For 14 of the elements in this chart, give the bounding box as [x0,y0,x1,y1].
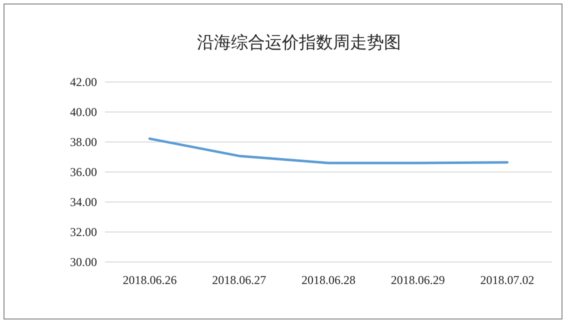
x-tick-label: 2018.06.29 [390,273,445,287]
y-tick-label: 32.00 [70,225,97,239]
line-series [148,137,509,164]
y-tick-label: 42.00 [70,75,97,89]
x-tick-label: 2018.06.26 [122,273,177,287]
y-tick-label: 36.00 [70,165,97,179]
y-tick-label: 34.00 [70,195,97,209]
x-tick-label: 2018.06.28 [302,273,356,287]
y-tick-label: 38.00 [70,135,97,149]
chart-title: 沿海综合运价指数周走势图 [197,33,401,52]
x-tick-label: 2018.06.27 [212,273,266,287]
x-tick-label: 2018.07.02 [480,273,534,287]
y-tick-label: 30.00 [70,255,97,269]
y-tick-label: 40.00 [70,105,97,119]
